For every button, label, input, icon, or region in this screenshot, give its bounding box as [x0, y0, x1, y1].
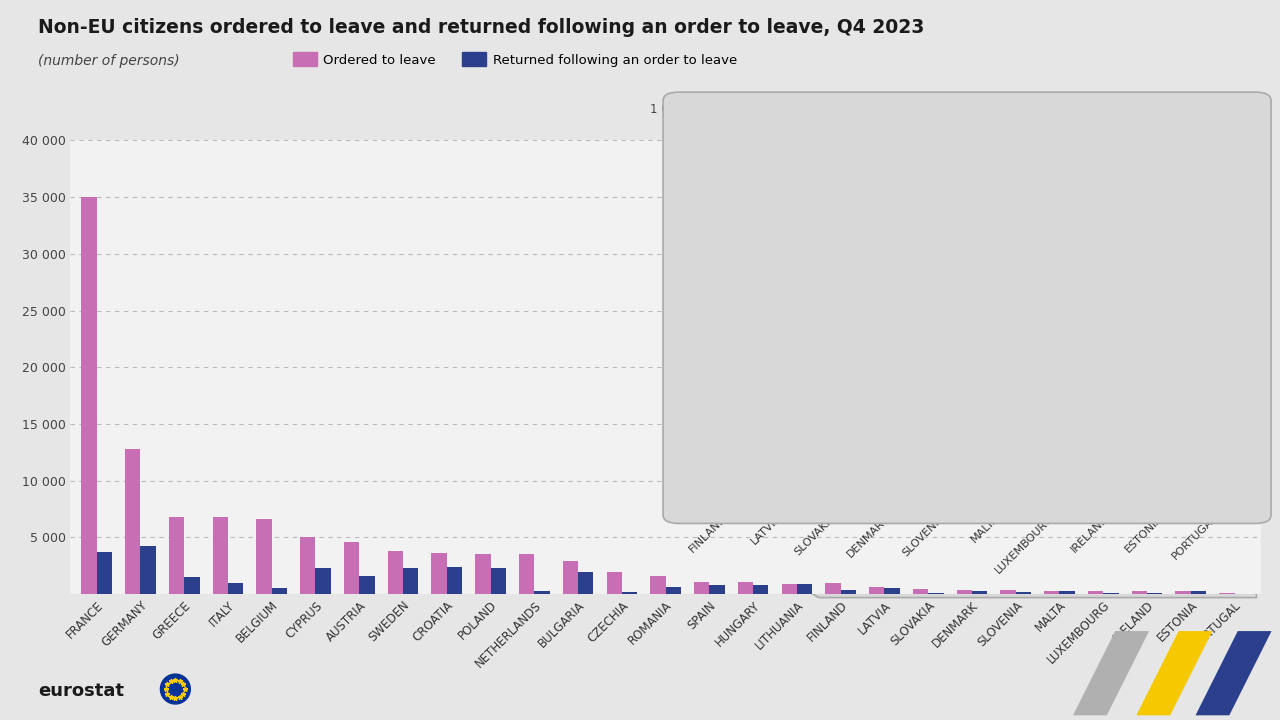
Text: eurostat: eurostat	[38, 683, 124, 700]
Bar	[782, 584, 797, 594]
Bar	[1147, 593, 1162, 594]
Bar	[797, 584, 813, 594]
Bar	[82, 197, 97, 594]
Bar	[1175, 591, 1190, 594]
Bar	[928, 593, 943, 594]
Bar	[650, 576, 666, 594]
Bar	[388, 551, 403, 594]
Bar	[826, 583, 841, 594]
Bar	[709, 585, 724, 594]
Text: Non-EU citizens ordered to leave and returned following an order to leave, Q4 20: Non-EU citizens ordered to leave and ret…	[38, 18, 924, 37]
Polygon shape	[1073, 631, 1149, 716]
Bar	[1084, 415, 1103, 508]
Bar	[447, 567, 462, 594]
Polygon shape	[160, 674, 191, 704]
Bar	[737, 582, 753, 594]
Bar	[1158, 412, 1178, 508]
Bar	[256, 519, 271, 594]
Bar	[841, 590, 856, 594]
Bar	[831, 456, 850, 508]
Bar	[975, 396, 995, 508]
Bar	[169, 517, 184, 594]
Bar	[344, 542, 360, 594]
Bar	[703, 120, 722, 508]
Bar	[212, 517, 228, 594]
Bar	[301, 537, 315, 594]
Bar	[403, 568, 419, 594]
Bar	[622, 593, 637, 594]
Bar	[534, 591, 549, 594]
Legend: Ordered to leave, Returned following an order to leave: Ordered to leave, Returned following an …	[288, 48, 742, 72]
Bar	[722, 356, 741, 508]
Bar	[956, 590, 972, 594]
Bar	[940, 444, 959, 508]
Polygon shape	[1196, 631, 1271, 716]
Bar	[869, 588, 884, 594]
Bar	[475, 554, 490, 594]
Bar	[1016, 592, 1030, 594]
Bar	[1193, 456, 1212, 508]
Bar	[920, 379, 940, 508]
Bar	[995, 404, 1014, 508]
Bar	[607, 572, 622, 594]
Bar	[431, 553, 447, 594]
Bar	[360, 576, 375, 594]
Bar	[141, 546, 156, 594]
Bar	[518, 554, 534, 594]
Bar	[184, 577, 200, 594]
Bar	[1220, 593, 1234, 594]
Bar	[776, 292, 795, 508]
Bar	[97, 552, 111, 594]
Bar	[1001, 590, 1016, 594]
Bar	[563, 561, 579, 594]
Bar	[1190, 591, 1206, 594]
Bar	[884, 588, 900, 594]
Bar	[1044, 591, 1060, 594]
Bar	[228, 583, 243, 594]
Bar	[972, 591, 987, 594]
Polygon shape	[1137, 631, 1212, 716]
Bar	[490, 568, 506, 594]
Bar	[1030, 404, 1048, 508]
Bar	[756, 276, 776, 508]
Bar	[271, 588, 287, 594]
Bar	[1048, 477, 1068, 508]
Bar	[812, 336, 831, 508]
Bar	[867, 356, 886, 508]
Bar	[666, 588, 681, 594]
Bar	[913, 589, 928, 594]
Bar	[1212, 498, 1231, 508]
Bar	[694, 582, 709, 594]
Bar	[315, 568, 330, 594]
Bar	[1060, 591, 1075, 594]
Bar	[1103, 476, 1123, 508]
Text: (number of persons): (number of persons)	[38, 54, 180, 68]
Bar	[753, 585, 768, 594]
Bar	[579, 572, 594, 594]
Bar	[1132, 591, 1147, 594]
Bar	[1088, 591, 1103, 594]
Bar	[886, 400, 904, 508]
Bar	[1103, 593, 1119, 594]
Bar	[125, 449, 141, 594]
Bar	[1139, 412, 1158, 508]
